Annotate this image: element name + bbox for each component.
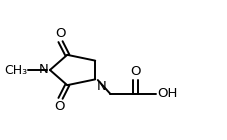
Text: N: N — [96, 80, 106, 93]
Text: O: O — [55, 27, 65, 40]
Text: N: N — [38, 63, 48, 76]
Text: CH₃: CH₃ — [4, 64, 27, 76]
Text: O: O — [130, 65, 140, 78]
Text: OH: OH — [156, 87, 177, 100]
Text: O: O — [54, 100, 64, 113]
